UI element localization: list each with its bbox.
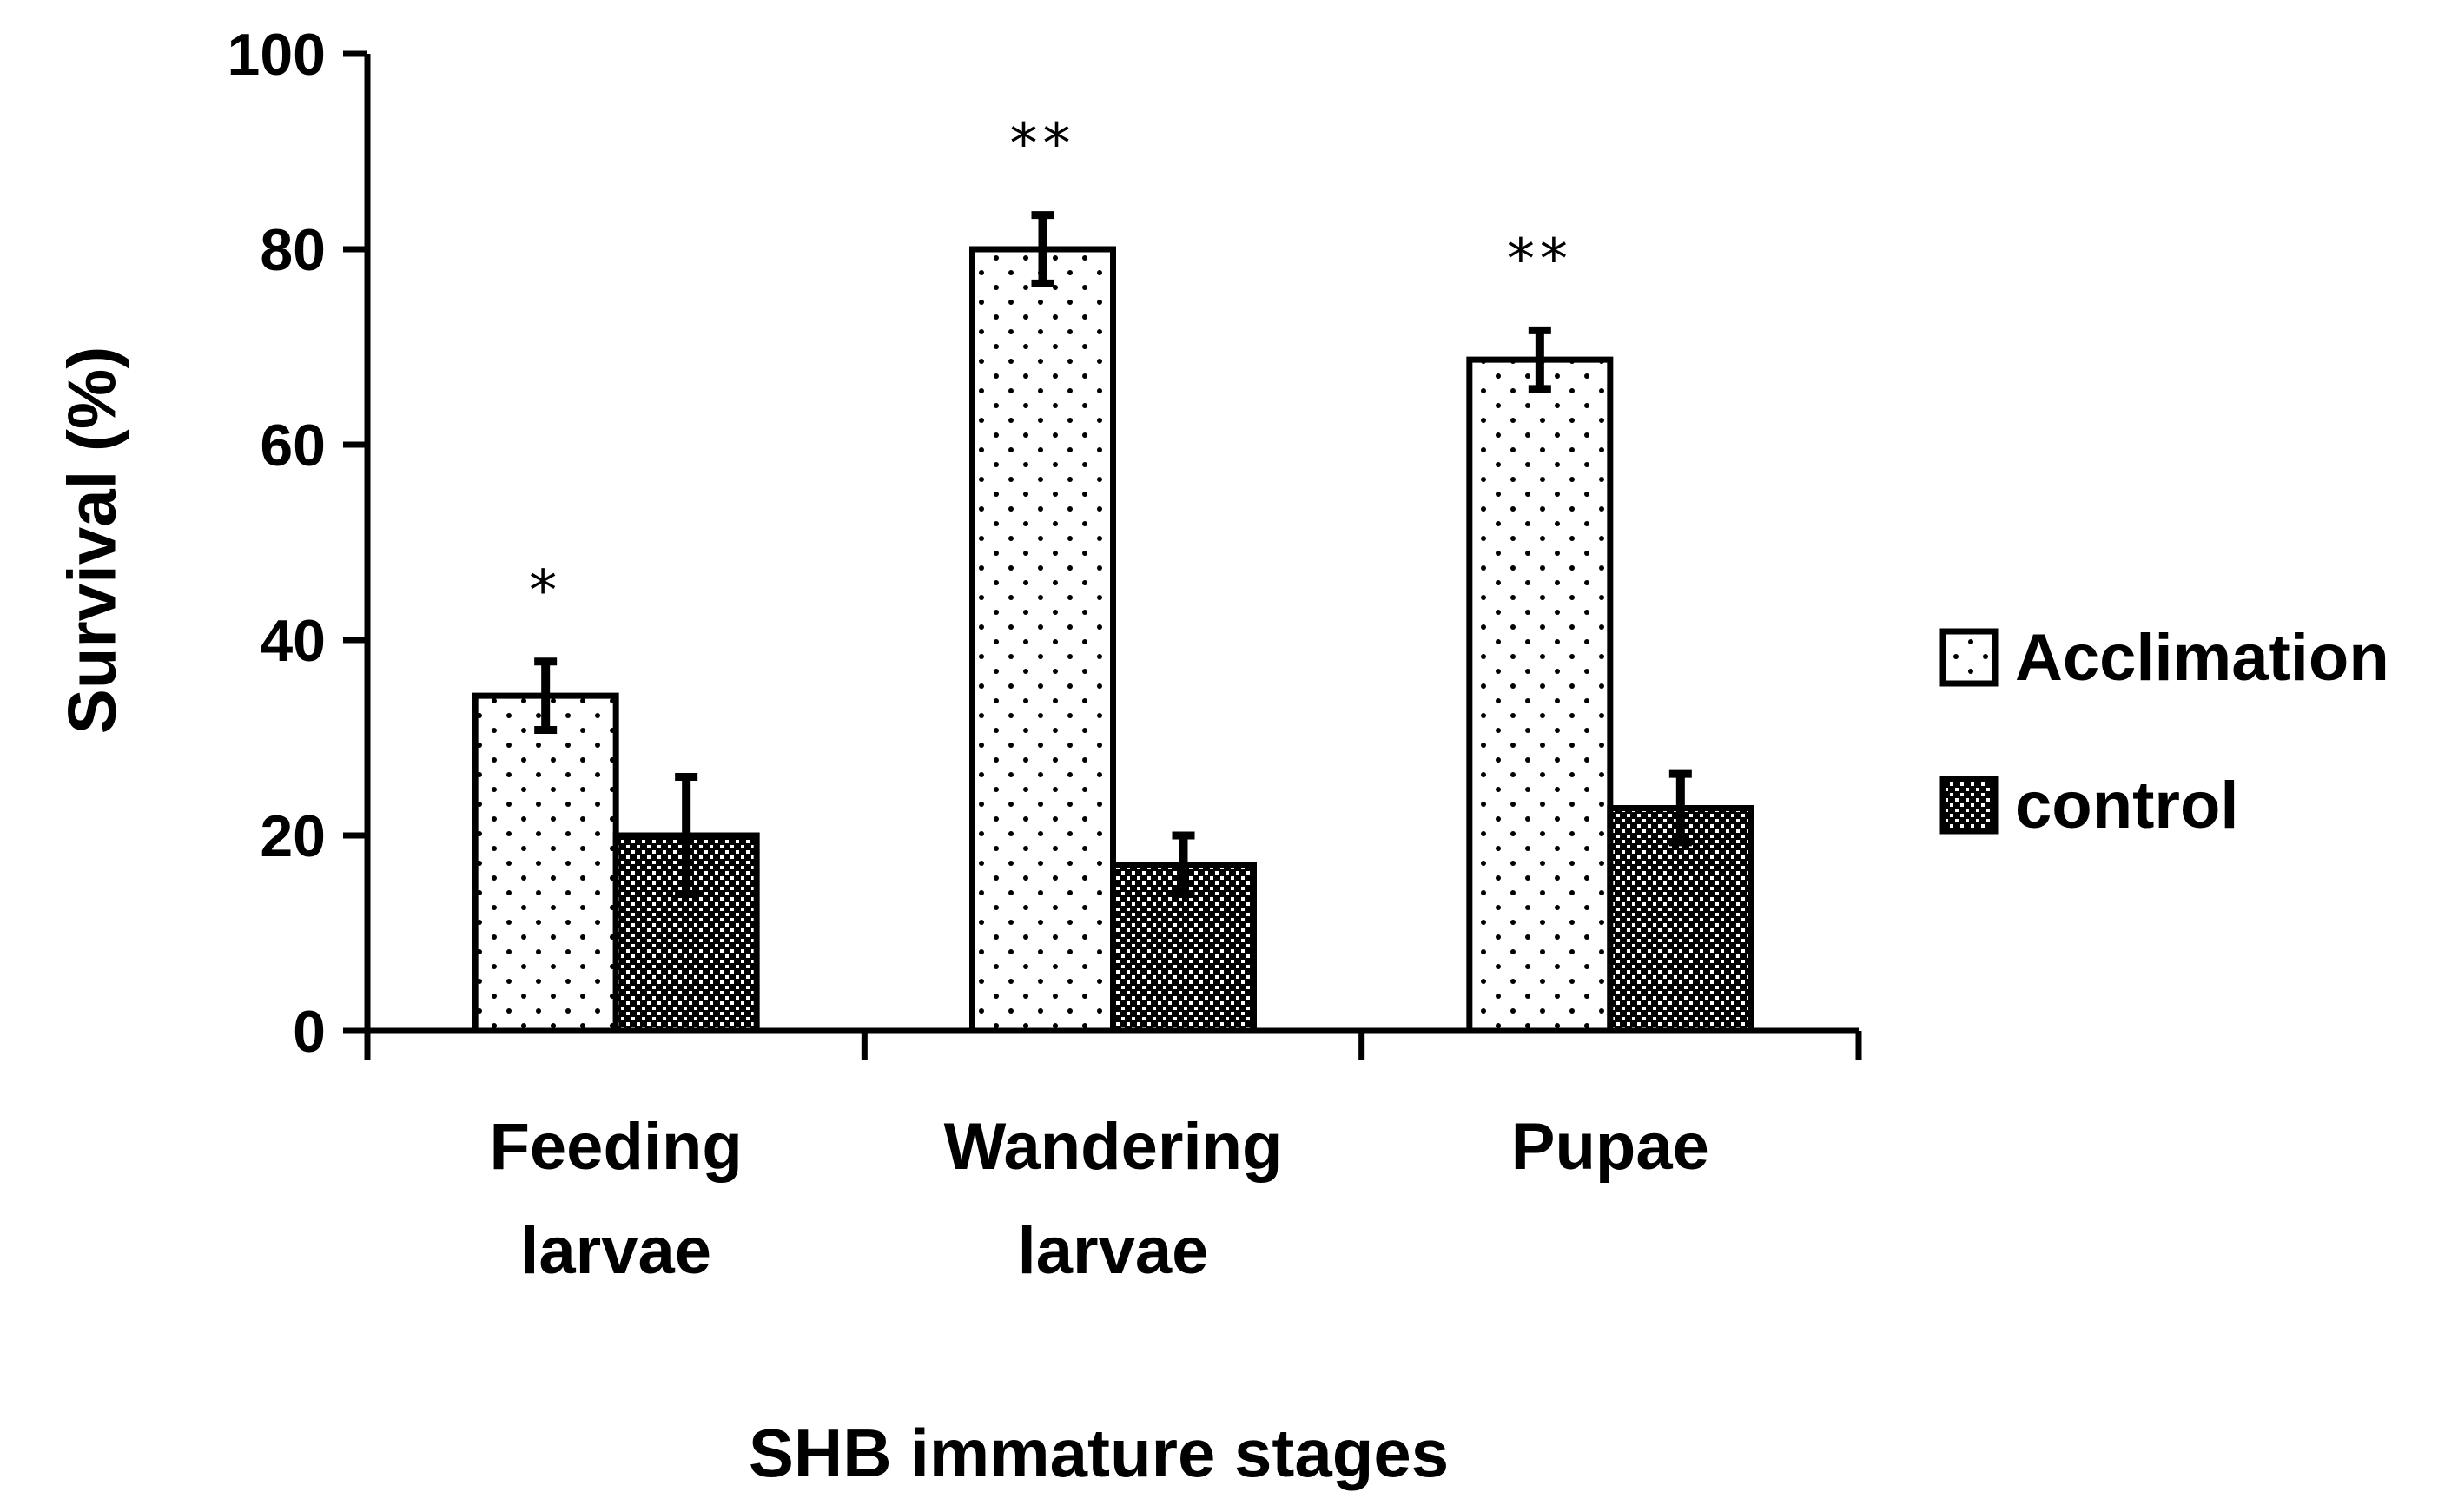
significance-mark: * [529, 559, 562, 624]
y-tick-label: 40 [260, 608, 326, 674]
bar-acclimation-1 [969, 246, 1116, 1034]
x-axis-title: SHB immature stages [749, 1415, 1449, 1491]
legend-label-control: control [2015, 769, 2239, 842]
category-label-line: Wandering [944, 1110, 1283, 1184]
category-label: Feeding larvae [489, 1110, 742, 1288]
category-label-line: larvae [1018, 1214, 1209, 1288]
y-tick-label: 100 [228, 22, 326, 88]
legend-label-acclimation: Acclimation [2015, 621, 2389, 695]
category-label-line: Feeding [489, 1110, 742, 1184]
category-label: Pupae [1511, 1110, 1709, 1184]
significance-mark: ** [1010, 113, 1076, 177]
legend: Acclimation control [1939, 621, 2389, 842]
category-label-line: larvae [520, 1214, 711, 1288]
category-label: Wandering larvae [944, 1110, 1283, 1288]
category-label-line: Pupae [1511, 1110, 1709, 1184]
y-axis-title: Survival (%) [54, 347, 130, 734]
y-tick-label: 60 [260, 413, 326, 479]
y-tick-label: 80 [260, 217, 326, 283]
bar-acclimation-0 [472, 692, 619, 1034]
legend-swatch-control [1939, 776, 1999, 835]
bar-acclimation-2 [1466, 356, 1614, 1034]
legend-swatch-acclimation [1939, 628, 1999, 687]
y-tick-label: 0 [293, 999, 326, 1065]
y-tick-label: 20 [260, 803, 326, 869]
plot-area: 0 20 40 60 80 100 * Feeding larvae ** Wandering lar… [228, 22, 1862, 1288]
significance-mark: ** [1507, 228, 1573, 292]
